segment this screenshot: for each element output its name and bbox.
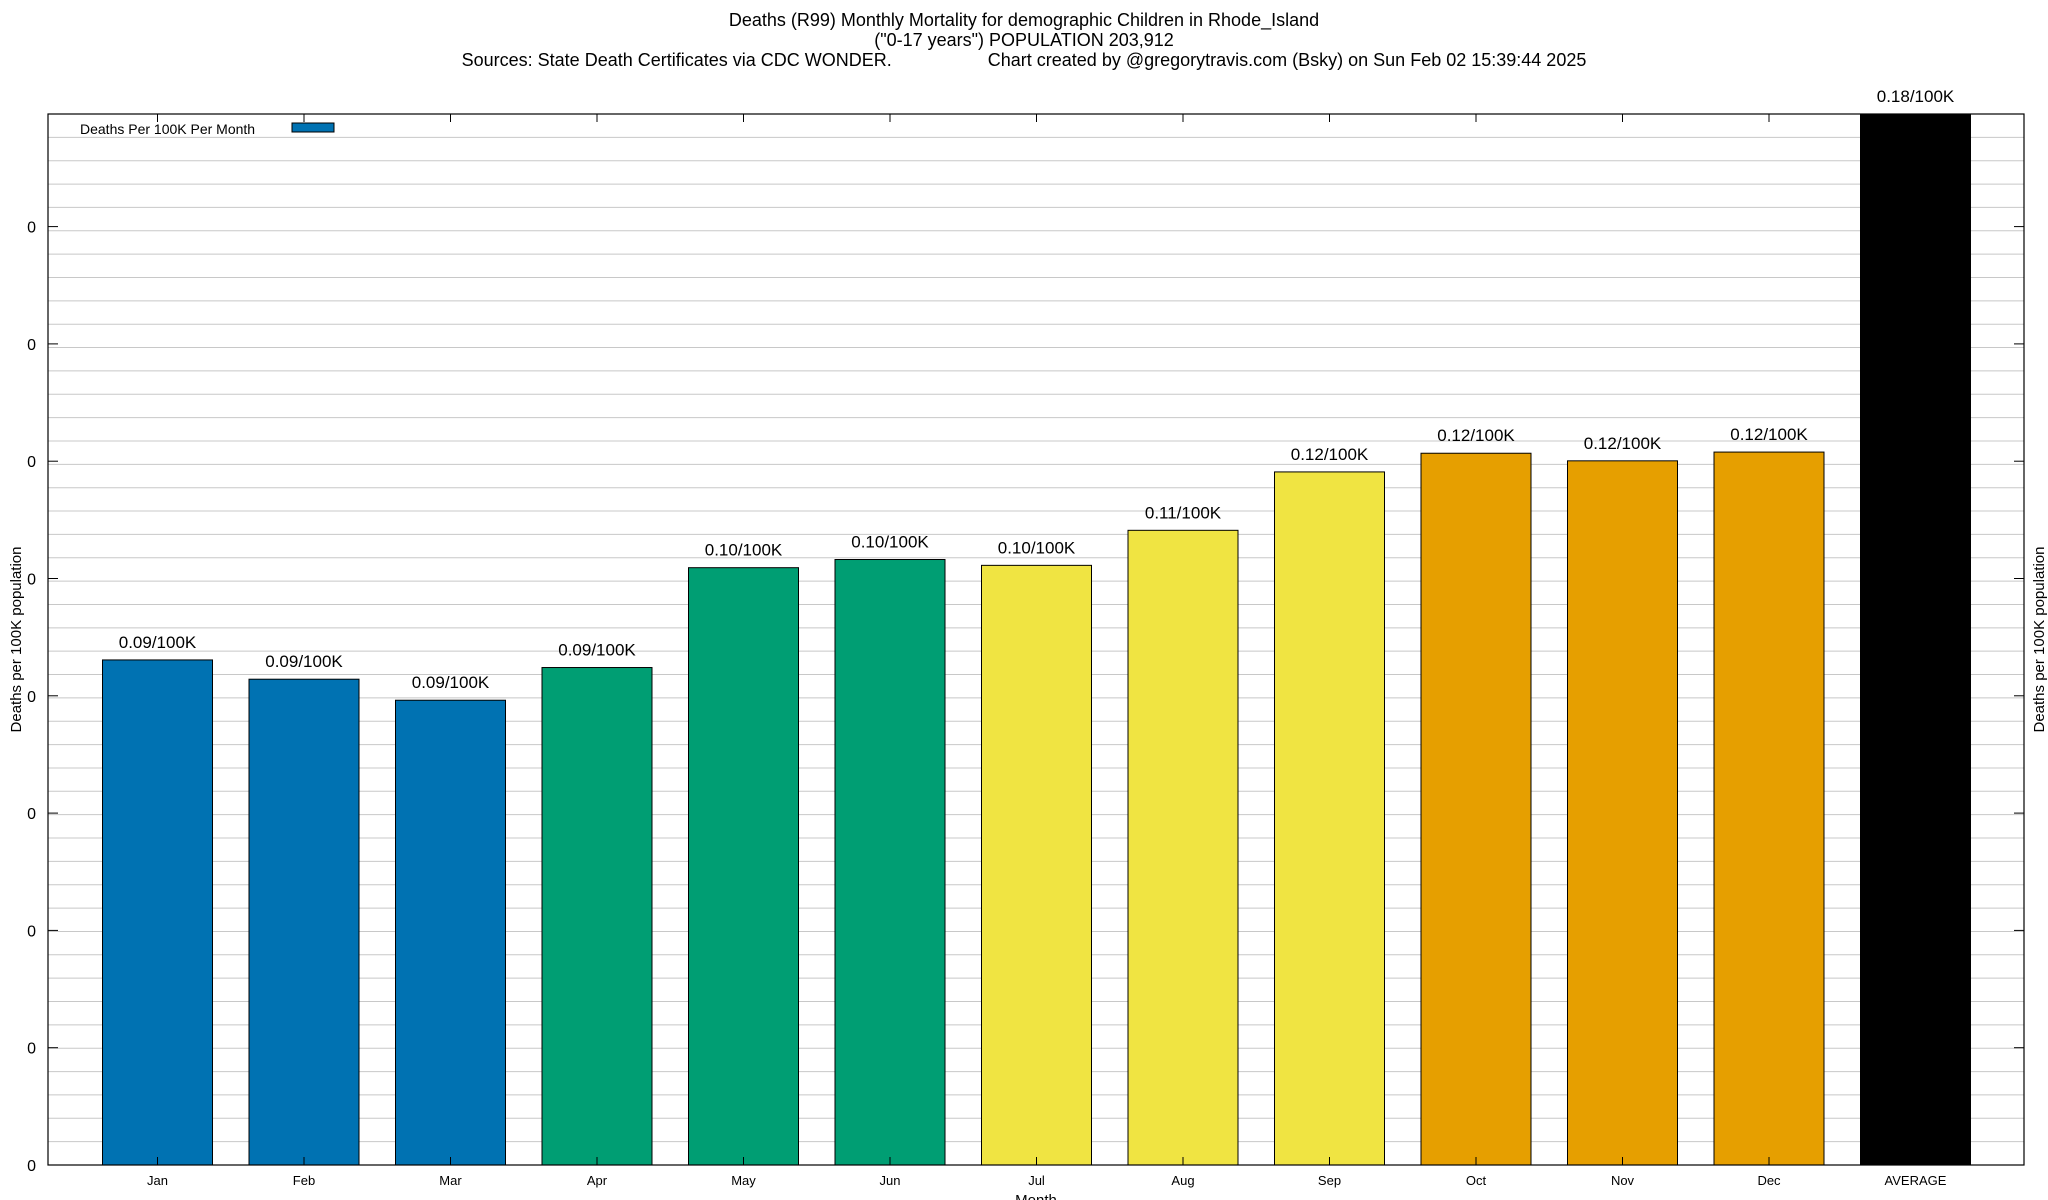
x-axis-label: Month bbox=[1015, 1192, 1057, 1200]
plot-frame bbox=[47, 113, 2025, 1166]
bar-nov bbox=[1567, 460, 1678, 1166]
chart-credit: Chart created by @gregorytravis.com (Bsk… bbox=[987, 50, 1587, 70]
bar-jan bbox=[102, 659, 213, 1166]
y-tick-label: 0 bbox=[27, 337, 36, 354]
data-label: 0.18/100K bbox=[1877, 87, 1955, 106]
x-tick-label: Jun bbox=[880, 1173, 901, 1188]
y-axis-label-right: Deaths per 100K population bbox=[2031, 547, 2048, 733]
data-label: 0.12/100K bbox=[1291, 445, 1369, 464]
bar-sep bbox=[1274, 471, 1385, 1166]
y-tick-label: 0 bbox=[27, 923, 36, 940]
data-label: 0.12/100K bbox=[1730, 425, 1808, 444]
data-label: 0.11/100K bbox=[1145, 503, 1222, 522]
y-tick-label: 0 bbox=[27, 454, 36, 471]
data-label: 0.09/100K bbox=[558, 641, 636, 660]
data-label: 0.12/100K bbox=[1437, 426, 1515, 445]
x-tick-label: Jan bbox=[147, 1173, 168, 1188]
y-tick-label: 0 bbox=[27, 1158, 36, 1175]
data-label: 0.09/100K bbox=[119, 633, 197, 652]
x-tick-label: Jul bbox=[1028, 1173, 1045, 1188]
y-tick-label: 0 bbox=[27, 572, 36, 589]
data-label: 0.10/100K bbox=[705, 541, 783, 560]
data-label: 0.09/100K bbox=[265, 652, 343, 671]
x-tick-label: AVERAGE bbox=[1885, 1173, 1947, 1188]
legend-swatch bbox=[291, 122, 335, 133]
y-tick-label: 0 bbox=[27, 220, 36, 237]
bar-jul bbox=[981, 564, 1092, 1166]
x-tick-label: May bbox=[731, 1173, 756, 1188]
y-tick-label: 0 bbox=[27, 689, 36, 706]
data-label: 0.10/100K bbox=[851, 533, 929, 552]
x-tick-label: Dec bbox=[1757, 1173, 1781, 1188]
chart-sources: Sources: State Death Certificates via CD… bbox=[461, 50, 892, 70]
bar-feb bbox=[248, 678, 360, 1166]
y-tick-label: 0 bbox=[27, 806, 36, 823]
x-tick-label: Feb bbox=[293, 1173, 315, 1188]
bar-mar bbox=[395, 699, 506, 1166]
x-tick-label: Aug bbox=[1171, 1173, 1194, 1188]
data-label: 0.12/100K bbox=[1584, 434, 1662, 453]
data-label: 0.10/100K bbox=[998, 538, 1076, 557]
x-tick-label: Nov bbox=[1611, 1173, 1635, 1188]
data-label: 0.09/100K bbox=[412, 673, 490, 692]
x-tick-label: Mar bbox=[439, 1173, 462, 1188]
y-tick-label: 0 bbox=[27, 1041, 36, 1058]
bar-average bbox=[1860, 113, 1971, 1166]
bar-oct bbox=[1420, 452, 1532, 1166]
chart-sources-line: Sources: State Death Certificates via CD… bbox=[0, 50, 2048, 70]
x-tick-label: Sep bbox=[1318, 1173, 1341, 1188]
bar-dec bbox=[1713, 451, 1825, 1166]
y-axis-label: Deaths per 100K population bbox=[8, 547, 25, 733]
legend-label: Deaths Per 100K Per Month bbox=[80, 121, 255, 137]
chart-title-block: Deaths (R99) Monthly Mortality for demog… bbox=[0, 10, 2048, 70]
chart-subtitle: ("0-17 years") POPULATION 203,912 bbox=[874, 30, 1174, 50]
chart-title: Deaths (R99) Monthly Mortality for demog… bbox=[728, 10, 1320, 30]
x-tick-label: Oct bbox=[1466, 1173, 1487, 1188]
bar-jun bbox=[834, 559, 946, 1166]
bar-may bbox=[688, 567, 799, 1166]
x-tick-label: Apr bbox=[587, 1173, 608, 1188]
bar-aug bbox=[1127, 529, 1239, 1166]
bar-apr bbox=[541, 667, 653, 1166]
